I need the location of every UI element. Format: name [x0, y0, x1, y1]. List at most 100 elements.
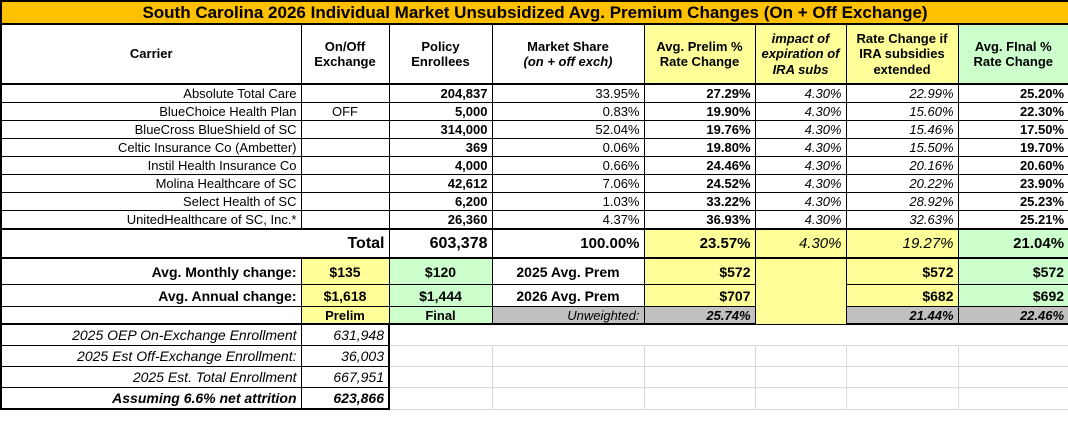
- prelim-change-cell[interactable]: 27.29%: [643, 83, 756, 103]
- ira-impact-cell[interactable]: 4.30%: [754, 102, 847, 121]
- market-share-cell[interactable]: 52.04%: [491, 120, 645, 139]
- header-policy-enrollees[interactable]: Policy Enrollees: [388, 23, 493, 85]
- empty-cell[interactable]: [845, 366, 959, 388]
- annual-change-label-cell[interactable]: Avg. Annual change:: [0, 284, 302, 307]
- final-change-cell[interactable]: 22.30%: [957, 102, 1068, 121]
- ira-impact-cell[interactable]: 4.30%: [754, 83, 847, 103]
- carrier-name-cell[interactable]: BlueChoice Health Plan: [0, 102, 302, 121]
- note-label-cell[interactable]: 2025 Est. Total Enrollment: [0, 366, 302, 388]
- final-change-cell[interactable]: 25.21%: [957, 210, 1068, 230]
- note-value-cell[interactable]: 667,951: [300, 366, 390, 388]
- premium-2025-label-cell[interactable]: 2025 Avg. Prem: [491, 257, 645, 285]
- enrollees-cell[interactable]: 26,360: [388, 210, 493, 230]
- premium-2025-final-cell[interactable]: $572: [957, 257, 1068, 285]
- note-label-cell[interactable]: Assuming 6.6% net attrition: [0, 387, 302, 410]
- if-extended-cell[interactable]: 15.60%: [845, 102, 959, 121]
- empty-cell[interactable]: [957, 387, 1068, 410]
- header-market-share[interactable]: Market Share (on + off exch): [491, 23, 645, 85]
- empty-cell[interactable]: [643, 387, 756, 410]
- monthly-change-label-cell[interactable]: Avg. Monthly change:: [0, 257, 302, 285]
- prelim-change-cell[interactable]: 24.52%: [643, 174, 756, 193]
- ira-impact-cell[interactable]: 4.30%: [754, 192, 847, 211]
- enrollees-cell[interactable]: 5,000: [388, 102, 493, 121]
- enrollees-cell[interactable]: 204,837: [388, 83, 493, 103]
- carrier-name-cell[interactable]: Instil Health Insurance Co: [0, 156, 302, 175]
- prelim-change-cell[interactable]: 19.90%: [643, 102, 756, 121]
- market-share-cell[interactable]: 1.03%: [491, 192, 645, 211]
- premium-2026-prelim-cell[interactable]: $707: [643, 284, 756, 307]
- header-final-change[interactable]: Avg. FInal % Rate Change: [957, 23, 1068, 85]
- unweighted-prelim-cell[interactable]: 25.74%: [643, 306, 756, 325]
- empty-cell[interactable]: [491, 387, 645, 410]
- empty-cell[interactable]: [957, 345, 1068, 367]
- empty-cell[interactable]: [958, 324, 1068, 346]
- carrier-name-cell[interactable]: Celtic Insurance Co (Ambetter): [0, 138, 302, 157]
- empty-cell[interactable]: [644, 324, 755, 346]
- empty-cell[interactable]: [388, 345, 493, 367]
- final-change-cell[interactable]: 23.90%: [957, 174, 1068, 193]
- total-enrollees-cell[interactable]: 603,378: [388, 228, 493, 259]
- enrollees-cell[interactable]: 4,000: [388, 156, 493, 175]
- prelim-change-cell[interactable]: 19.76%: [643, 120, 756, 139]
- carrier-name-cell[interactable]: Select Health of SC: [0, 192, 302, 211]
- empty-cell[interactable]: [845, 345, 959, 367]
- unweighted-extended-cell[interactable]: 21.44%: [845, 306, 959, 325]
- empty-cell[interactable]: [0, 306, 302, 325]
- prelim-change-cell[interactable]: 33.22%: [643, 192, 756, 211]
- ira-impact-cell[interactable]: 4.30%: [754, 210, 847, 230]
- unweighted-final-cell[interactable]: 22.46%: [957, 306, 1068, 325]
- final-change-cell[interactable]: 25.23%: [957, 192, 1068, 211]
- empty-cell[interactable]: [491, 366, 645, 388]
- exchange-cell[interactable]: [300, 210, 390, 230]
- total-if-extended-cell[interactable]: 19.27%: [845, 228, 959, 259]
- enrollees-cell[interactable]: 314,000: [388, 120, 493, 139]
- total-ira-impact-cell[interactable]: 4.30%: [754, 228, 847, 259]
- ira-impact-cell[interactable]: 4.30%: [754, 174, 847, 193]
- empty-cell[interactable]: [957, 366, 1068, 388]
- if-extended-cell[interactable]: 22.99%: [845, 83, 959, 103]
- carrier-name-cell[interactable]: BlueCross BlueShield of SC: [0, 120, 302, 139]
- header-ira-impact[interactable]: impact of expiration of IRA subs: [754, 23, 847, 85]
- exchange-cell[interactable]: OFF: [300, 102, 390, 121]
- final-change-cell[interactable]: 20.60%: [957, 156, 1068, 175]
- if-extended-cell[interactable]: 15.46%: [845, 120, 959, 139]
- annual-prelim-amount-cell[interactable]: $1,618: [300, 284, 390, 307]
- monthly-prelim-amount-cell[interactable]: $135: [300, 257, 390, 285]
- prelim-tag-cell[interactable]: Prelim: [300, 306, 390, 325]
- market-share-cell[interactable]: 0.06%: [491, 138, 645, 157]
- exchange-cell[interactable]: [300, 120, 390, 139]
- carrier-name-cell[interactable]: UnitedHealthcare of SC, Inc.*: [0, 210, 302, 230]
- total-market-share-cell[interactable]: 100.00%: [491, 228, 645, 259]
- market-share-cell[interactable]: 0.66%: [491, 156, 645, 175]
- note-value-cell[interactable]: 36,003: [300, 345, 390, 367]
- unweighted-label-cell[interactable]: Unweighted:: [491, 306, 645, 325]
- final-change-cell[interactable]: 19.70%: [957, 138, 1068, 157]
- if-extended-cell[interactable]: 20.22%: [845, 174, 959, 193]
- market-share-cell[interactable]: 33.95%: [491, 83, 645, 103]
- total-prelim-cell[interactable]: 23.57%: [643, 228, 756, 259]
- carrier-name-cell[interactable]: Absolute Total Care: [0, 83, 302, 103]
- exchange-cell[interactable]: [300, 83, 390, 103]
- total-final-cell[interactable]: 21.04%: [957, 228, 1068, 259]
- ira-impact-empty-cell[interactable]: [754, 257, 847, 325]
- premium-2026-label-cell[interactable]: 2026 Avg. Prem: [491, 284, 645, 307]
- premium-2025-prelim-cell[interactable]: $572: [643, 257, 756, 285]
- prelim-change-cell[interactable]: 19.80%: [643, 138, 756, 157]
- exchange-cell[interactable]: [300, 192, 390, 211]
- note-label-cell[interactable]: 2025 OEP On-Exchange Enrollment: [0, 323, 302, 346]
- empty-cell[interactable]: [755, 324, 846, 346]
- note-value-cell[interactable]: 631,948: [300, 323, 390, 346]
- premium-2026-final-cell[interactable]: $692: [957, 284, 1068, 307]
- exchange-cell[interactable]: [300, 138, 390, 157]
- market-share-cell[interactable]: 0.83%: [491, 102, 645, 121]
- empty-cell[interactable]: [643, 366, 756, 388]
- header-on-off-exchange[interactable]: On/Off Exchange: [300, 23, 390, 85]
- header-prelim-change[interactable]: Avg. Prelim % Rate Change: [643, 23, 756, 85]
- empty-cell[interactable]: [754, 387, 847, 410]
- empty-cell[interactable]: [754, 366, 847, 388]
- empty-cell[interactable]: [388, 366, 493, 388]
- ira-impact-cell[interactable]: 4.30%: [754, 138, 847, 157]
- monthly-final-amount-cell[interactable]: $120: [388, 257, 493, 285]
- if-extended-cell[interactable]: 28.92%: [845, 192, 959, 211]
- exchange-cell[interactable]: [300, 174, 390, 193]
